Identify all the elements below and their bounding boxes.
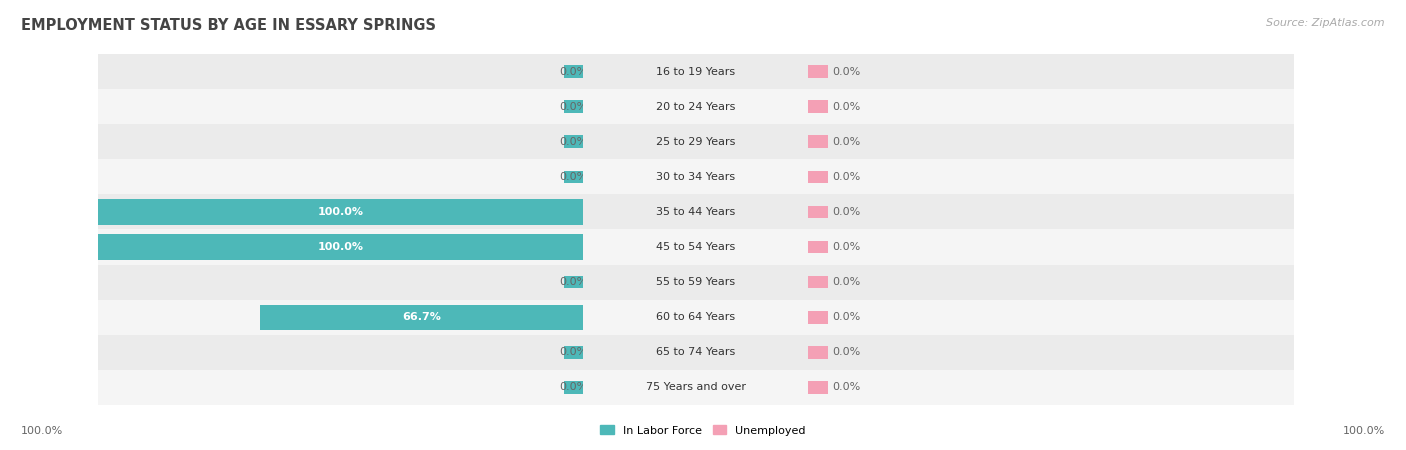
Text: 100.0%: 100.0% bbox=[1343, 427, 1385, 436]
Bar bbox=[808, 276, 828, 288]
Bar bbox=[808, 230, 1294, 265]
Text: 0.0%: 0.0% bbox=[832, 137, 860, 147]
Bar bbox=[808, 370, 1294, 405]
Bar bbox=[564, 100, 583, 113]
Bar bbox=[583, 370, 808, 405]
Text: 0.0%: 0.0% bbox=[832, 277, 860, 287]
Bar bbox=[564, 65, 583, 78]
Text: 30 to 34 Years: 30 to 34 Years bbox=[657, 172, 735, 182]
Text: 0.0%: 0.0% bbox=[560, 102, 588, 112]
Text: 0.0%: 0.0% bbox=[560, 67, 588, 76]
Bar bbox=[98, 300, 583, 335]
Text: 0.0%: 0.0% bbox=[832, 102, 860, 112]
Text: 0.0%: 0.0% bbox=[560, 277, 588, 287]
Bar bbox=[808, 241, 828, 253]
Bar bbox=[98, 230, 583, 265]
Text: 16 to 19 Years: 16 to 19 Years bbox=[657, 67, 735, 76]
Bar bbox=[98, 370, 583, 405]
Text: 0.0%: 0.0% bbox=[560, 382, 588, 392]
Text: 45 to 54 Years: 45 to 54 Years bbox=[657, 242, 735, 252]
Text: 0.0%: 0.0% bbox=[560, 172, 588, 182]
Bar bbox=[260, 305, 583, 330]
Bar bbox=[98, 124, 583, 159]
Bar bbox=[808, 135, 828, 148]
Bar bbox=[808, 171, 828, 183]
Text: 100.0%: 100.0% bbox=[318, 242, 364, 252]
Bar bbox=[98, 54, 583, 89]
Text: 0.0%: 0.0% bbox=[560, 137, 588, 147]
Bar bbox=[583, 159, 808, 194]
Bar bbox=[564, 346, 583, 359]
Bar bbox=[808, 124, 1294, 159]
Bar bbox=[98, 89, 583, 124]
Text: 0.0%: 0.0% bbox=[832, 207, 860, 217]
Bar bbox=[98, 199, 583, 225]
Text: 20 to 24 Years: 20 to 24 Years bbox=[657, 102, 735, 112]
Bar bbox=[808, 100, 828, 113]
Bar bbox=[808, 89, 1294, 124]
Bar bbox=[583, 89, 808, 124]
Bar bbox=[98, 335, 583, 370]
Bar bbox=[98, 194, 583, 230]
Bar bbox=[808, 311, 828, 324]
Bar bbox=[583, 265, 808, 300]
Text: 100.0%: 100.0% bbox=[21, 427, 63, 436]
Text: Source: ZipAtlas.com: Source: ZipAtlas.com bbox=[1267, 18, 1385, 28]
Bar bbox=[583, 194, 808, 230]
Bar bbox=[808, 265, 1294, 300]
Bar bbox=[583, 300, 808, 335]
Bar bbox=[98, 234, 583, 260]
Bar bbox=[564, 135, 583, 148]
Text: 0.0%: 0.0% bbox=[832, 172, 860, 182]
Bar bbox=[98, 159, 583, 194]
Bar bbox=[583, 54, 808, 89]
Text: 100.0%: 100.0% bbox=[318, 207, 364, 217]
Text: EMPLOYMENT STATUS BY AGE IN ESSARY SPRINGS: EMPLOYMENT STATUS BY AGE IN ESSARY SPRIN… bbox=[21, 18, 436, 33]
Text: 0.0%: 0.0% bbox=[832, 347, 860, 357]
Bar bbox=[583, 335, 808, 370]
Text: 65 to 74 Years: 65 to 74 Years bbox=[657, 347, 735, 357]
Bar bbox=[808, 65, 828, 78]
Bar bbox=[808, 381, 828, 394]
Text: 35 to 44 Years: 35 to 44 Years bbox=[657, 207, 735, 217]
Text: 0.0%: 0.0% bbox=[832, 67, 860, 76]
Bar bbox=[583, 124, 808, 159]
Text: 0.0%: 0.0% bbox=[832, 242, 860, 252]
Text: 60 to 64 Years: 60 to 64 Years bbox=[657, 312, 735, 322]
Bar bbox=[808, 194, 1294, 230]
Bar bbox=[564, 276, 583, 288]
Text: 0.0%: 0.0% bbox=[832, 312, 860, 322]
Bar bbox=[808, 54, 1294, 89]
Bar bbox=[808, 346, 828, 359]
Bar bbox=[808, 300, 1294, 335]
Bar bbox=[564, 171, 583, 183]
Text: 55 to 59 Years: 55 to 59 Years bbox=[657, 277, 735, 287]
Legend: In Labor Force, Unemployed: In Labor Force, Unemployed bbox=[596, 421, 810, 440]
Text: 75 Years and over: 75 Years and over bbox=[645, 382, 747, 392]
Bar bbox=[808, 335, 1294, 370]
Text: 25 to 29 Years: 25 to 29 Years bbox=[657, 137, 735, 147]
Text: 0.0%: 0.0% bbox=[560, 347, 588, 357]
Bar bbox=[583, 230, 808, 265]
Bar bbox=[98, 265, 583, 300]
Bar bbox=[564, 381, 583, 394]
Text: 0.0%: 0.0% bbox=[832, 382, 860, 392]
Bar bbox=[808, 159, 1294, 194]
Text: 66.7%: 66.7% bbox=[402, 312, 441, 322]
Bar bbox=[808, 206, 828, 218]
